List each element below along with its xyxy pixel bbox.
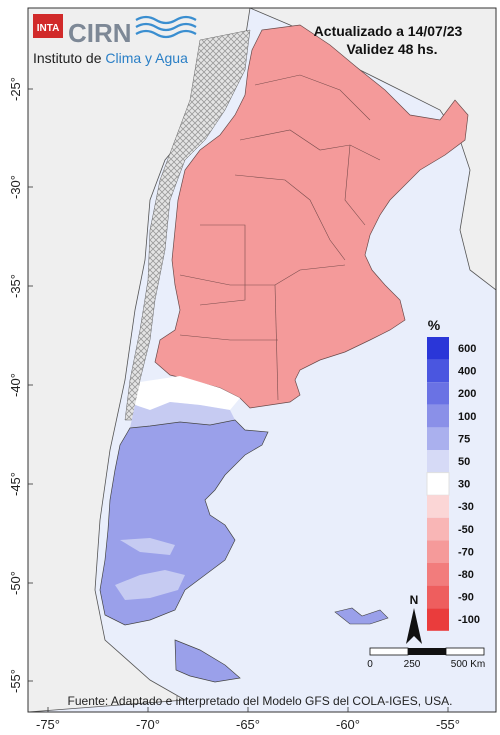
light-surplus-patch-2	[120, 538, 175, 555]
legend-swatch	[427, 337, 449, 360]
legend-label: 100	[458, 411, 476, 423]
legend-label: 75	[458, 433, 470, 445]
axis-ticks	[28, 88, 449, 712]
lat-label: -55°	[8, 669, 23, 693]
legend-label: -80	[458, 569, 474, 581]
legend-swatch	[427, 563, 449, 586]
longitude-labels: -75° -70° -65° -60° -55°	[36, 717, 460, 732]
no-data-hatched-area	[124, 29, 251, 421]
lon-label: -55°	[436, 717, 460, 732]
legend-label: -70	[458, 546, 474, 558]
north-arrow-icon	[406, 608, 422, 644]
legend-label: -50	[458, 524, 474, 536]
legend-swatch	[427, 540, 449, 563]
source-footer: Fuente: Adaptado e interpretado del Mode…	[68, 694, 453, 708]
inta-logo-text: INTA	[37, 23, 60, 34]
updated-date: Actualizado a 14/07/23	[314, 23, 463, 39]
lon-label: -70°	[136, 717, 160, 732]
lat-label: -30°	[8, 175, 23, 199]
lat-label: -50°	[8, 571, 23, 595]
legend-label: -30	[458, 501, 474, 513]
surplus-region	[99, 419, 269, 626]
legend-label: 200	[458, 388, 476, 400]
malvinas-islands	[334, 607, 389, 625]
legend-label: 600	[458, 343, 476, 355]
legend-swatch	[427, 404, 449, 428]
legend-swatch	[427, 359, 449, 383]
waves-icon	[135, 15, 197, 39]
legend-swatch	[427, 585, 449, 609]
legend: % 600 400 200 100 75 50 30 -30 -50 -70 -80 -90 -100	[426, 317, 480, 631]
map-frame	[27, 7, 497, 713]
legend-label: -90	[458, 592, 474, 604]
legend-unit: %	[428, 317, 441, 333]
inta-logo: INTA	[33, 14, 63, 38]
institute-name: Instituto de Clima y Agua	[33, 50, 188, 66]
legend-swatch	[427, 608, 449, 631]
cirn-logo: CIRN	[68, 15, 197, 48]
latitude-labels: -25° -30° -35° -40° -45° -50° -55°	[8, 77, 23, 693]
lat-label: -40°	[8, 373, 23, 397]
tierra-del-fuego	[174, 639, 241, 683]
neutral-band	[135, 376, 240, 410]
scale-label: 500 Km	[451, 659, 485, 670]
legend-swatch	[427, 517, 449, 541]
lon-label: -60°	[336, 717, 360, 732]
scale-label: 0	[367, 659, 373, 670]
legend-swatch	[427, 427, 449, 450]
legend-label: 50	[458, 456, 470, 468]
lat-label: -35°	[8, 274, 23, 298]
legend-label: -100	[458, 614, 480, 626]
province-borders	[179, 74, 381, 401]
deficit-region	[154, 24, 469, 409]
scale-bar: 0 250 500 Km	[367, 647, 485, 670]
legend-swatch	[427, 495, 449, 518]
legend-swatch	[426, 472, 450, 496]
scale-label: 250	[404, 659, 421, 670]
light-surplus-patch	[115, 570, 185, 600]
legend-swatch	[427, 382, 449, 405]
legend-label: 30	[458, 479, 470, 491]
legend-swatch	[427, 450, 449, 473]
lon-label: -75°	[36, 717, 60, 732]
lon-label: -65°	[236, 717, 260, 732]
legend-label: 400	[458, 366, 476, 378]
cirn-logo-text: CIRN	[68, 18, 132, 48]
light-surplus-band	[130, 402, 235, 428]
north-arrow-label: N	[410, 593, 419, 607]
validity: Validez 48 hs.	[346, 41, 437, 57]
lat-label: -25°	[8, 77, 23, 101]
north-arrow: N	[406, 593, 422, 644]
lat-label: -45°	[8, 472, 23, 496]
